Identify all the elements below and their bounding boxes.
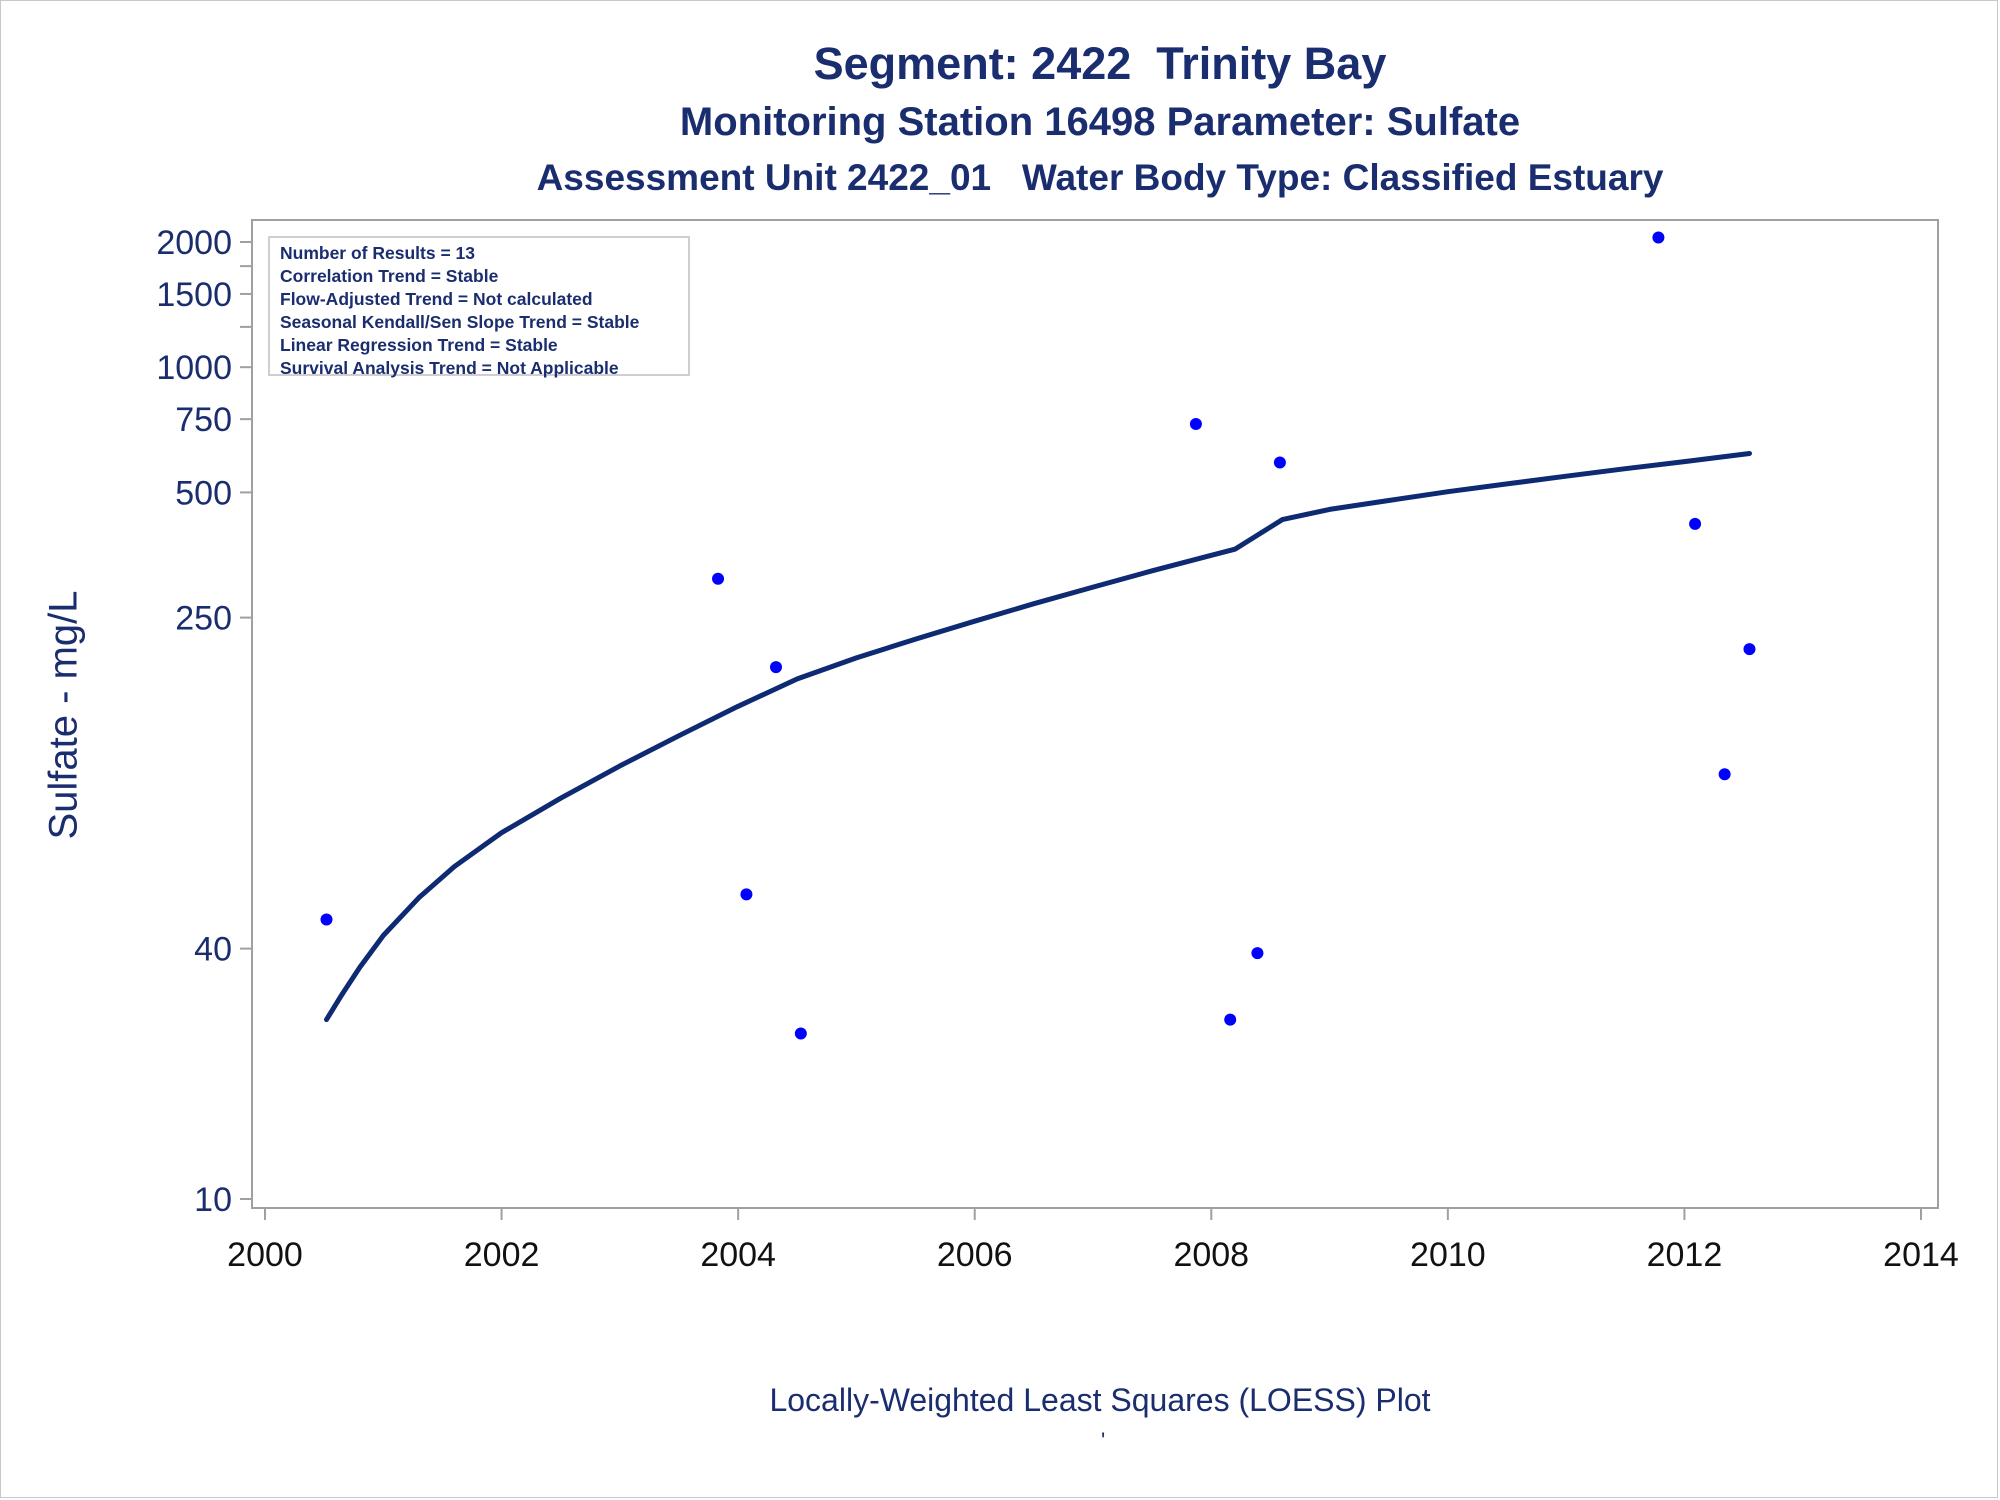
footer-caption: Locally-Weighted Least Squares (LOESS) P… [769,1382,1431,1418]
stats-line-flow-adjusted: Flow-Adjusted Trend = Not calculated [280,289,593,309]
data-point [740,888,753,901]
footer-mark: ' [1101,1428,1106,1453]
y-tick-label: 10 [194,1181,232,1219]
y-tick-label: 500 [175,474,232,512]
stats-line-linear-regression: Linear Regression Trend = Stable [280,335,558,355]
x-tick-label: 2014 [1883,1236,1959,1274]
data-point [1718,768,1731,781]
data-point [712,572,725,585]
data-point [1189,418,1202,431]
loess-curve [324,451,1752,1023]
data-point [794,1027,807,1040]
chart-subtitle-assessment: Assessment Unit 2422_01 Water Body Type:… [536,157,1664,198]
data-point [1273,456,1286,469]
x-tick-label: 2006 [937,1236,1013,1274]
data-point [1743,643,1756,656]
x-tick-label: 2010 [1410,1236,1486,1274]
x-tick-label: 2004 [700,1236,776,1274]
y-tick-label: 2000 [156,224,232,262]
y-tick-label: 250 [175,600,232,638]
stats-line-correlation: Correlation Trend = Stable [280,266,499,286]
y-tick-label: 40 [194,931,232,969]
x-tick-label: 2000 [227,1236,303,1274]
chart-subtitle-station: Monitoring Station 16498 Parameter: Sulf… [679,100,1521,144]
y-axis-label: Sulfate - mg/L [41,590,86,840]
stats-line-seasonal-kendall: Seasonal Kendall/Sen Slope Trend = Stabl… [280,312,640,332]
y-tick-label: 750 [175,401,232,439]
data-point [1689,517,1702,530]
x-tick-label: 2008 [1173,1236,1249,1274]
plot-border [251,219,1939,1209]
data-point [1224,1013,1237,1026]
data-point [320,913,333,926]
x-tick-label: 2012 [1647,1236,1723,1274]
chart-title: Segment: 2422 Trinity Bay [813,38,1387,89]
stats-line-survival: Survival Analysis Trend = Not Applicable [280,358,619,378]
stats-line-results: Number of Results = 13 [280,243,475,263]
y-tick-label: 1500 [156,276,232,314]
data-point [1652,231,1665,244]
y-tick-label: 1000 [156,349,232,387]
x-tick-label: 2002 [464,1236,540,1274]
data-point [769,661,782,674]
stats-box: Number of Results = 13 Correlation Trend… [268,236,690,378]
data-point [1251,947,1264,960]
